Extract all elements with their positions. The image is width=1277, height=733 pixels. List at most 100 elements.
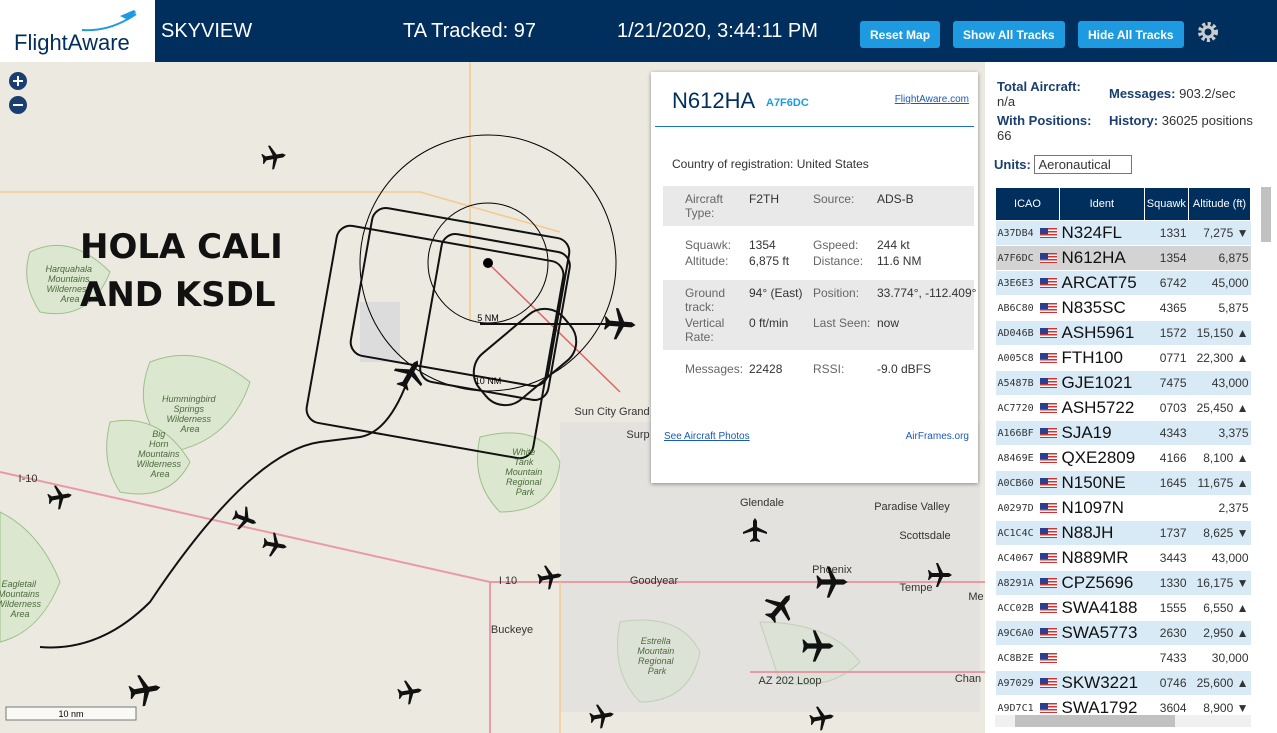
reset-map-button[interactable]: Reset Map: [860, 21, 941, 48]
altitude: 30,000: [1188, 645, 1251, 671]
place-label: Goodyear: [630, 575, 679, 587]
settings-icon[interactable]: [1196, 20, 1220, 44]
flag: [1039, 603, 1057, 614]
aircraft-row[interactable]: A5487B GJE1021 7475 43,000: [995, 370, 1251, 396]
flag-cell: [1037, 545, 1060, 571]
flag: [1039, 553, 1057, 564]
field-value: 11.6 NM: [877, 254, 922, 268]
aircraft-row[interactable]: A8469E QXE2809 4166 8,100 ▲: [995, 445, 1251, 471]
zoom-controls[interactable]: [9, 72, 27, 114]
field-label: Altitude:: [685, 254, 729, 268]
column-header[interactable]: Squawk: [1143, 187, 1190, 221]
altitude: 2,375: [1188, 495, 1251, 521]
altitude-value: 25,600: [1196, 676, 1234, 690]
flag: [1039, 478, 1057, 489]
field-value: -9.0 dBFS: [877, 362, 932, 376]
field-label: Ground track:: [685, 286, 726, 314]
photos-link[interactable]: See Aircraft Photos: [664, 431, 750, 442]
flag: [1039, 328, 1057, 339]
icao: A5487B: [995, 370, 1038, 396]
aircraft-row[interactable]: AC1C4C N88JH 1737 8,625 ▼: [995, 520, 1251, 546]
aircraft-row[interactable]: A005C8 FTH100 0771 22,300 ▲: [995, 345, 1251, 371]
place-label: White Tank Mountain Regional Park: [505, 447, 545, 497]
squawk: 2630: [1144, 620, 1189, 646]
side-panel: Total Aircraft: n/a Messages: 903.2/sec W…: [985, 62, 1277, 733]
altitude-trend: ▲: [1236, 401, 1249, 415]
column-header[interactable]: Altitude (ft): [1188, 187, 1251, 221]
aircraft-row[interactable]: ACC02B SWA4188 1555 6,550 ▲: [995, 595, 1251, 621]
icao: A005C8: [995, 345, 1038, 371]
aircraft-row[interactable]: A166BF SJA19 4343 3,375: [995, 420, 1251, 446]
flag-cell: [1037, 245, 1060, 271]
place-label: I-10: [19, 473, 38, 485]
aircraft-row[interactable]: A0CB60 N150NE 1645 11,675 ▲: [995, 470, 1251, 496]
place-label: Buckeye: [491, 624, 533, 636]
altitude: 8,100 ▲: [1188, 445, 1251, 471]
altitude-value: 25,450: [1196, 401, 1234, 415]
show-tracks-button[interactable]: Show All Tracks: [953, 21, 1065, 48]
altitude-value: 22,300: [1196, 351, 1234, 365]
flag-cell: [1037, 495, 1060, 521]
field-label: Messages:: [685, 362, 744, 376]
aircraft-icon[interactable]: [260, 143, 288, 171]
stat-label: Total Aircraft:: [997, 79, 1081, 94]
hide-tracks-button[interactable]: Hide All Tracks: [1078, 21, 1184, 48]
aircraft-icon[interactable]: [603, 307, 637, 341]
altitude-value: 30,000: [1211, 651, 1249, 665]
place-label: Surp: [626, 429, 649, 441]
altitude-value: 11,675: [1197, 476, 1234, 490]
flag-cell: [1037, 370, 1060, 396]
field-value: 33.774°, -112.409°: [877, 286, 977, 300]
ident: QXE2809: [1059, 445, 1145, 471]
aircraft-row[interactable]: AC7720 ASH5722 0703 25,450 ▲: [995, 395, 1251, 421]
aircraft-row[interactable]: A97029 SKW3221 0746 25,600 ▲: [995, 670, 1251, 696]
field-label: Squawk:: [685, 238, 732, 252]
aircraft-row[interactable]: A0297D N1097N 2,375: [995, 495, 1251, 521]
popup-ident: N612HA: [672, 88, 756, 113]
aircraft-row[interactable]: AC4067 N889MR 3443 43,000: [995, 545, 1251, 571]
column-header[interactable]: ICAO: [995, 187, 1060, 221]
field-value: F2TH: [749, 192, 779, 206]
flag-cell: [1037, 270, 1060, 296]
squawk: 0703: [1144, 395, 1189, 421]
altitude-value: 3,375: [1218, 426, 1249, 440]
aircraft-row[interactable]: A7F6DC N612HA 1354 6,875: [995, 245, 1251, 271]
aircraft-row[interactable]: AD046B ASH5961 1572 15,150 ▲: [995, 320, 1251, 346]
altitude-value: 6,875: [1218, 251, 1249, 265]
icao: A0297D: [995, 495, 1038, 521]
aircraft-row[interactable]: AC8B2E 7433 30,000: [995, 645, 1251, 671]
altitude: 2,950 ▲: [1188, 620, 1251, 646]
airframes-link[interactable]: AirFrames.org: [905, 431, 969, 442]
datetime: 1/21/2020, 3:44:11 PM: [617, 20, 818, 42]
aircraft-row[interactable]: A37DB4 N324FL 1331 7,275 ▼: [995, 220, 1251, 246]
aircraft-row[interactable]: AB6C80 N835SC 4365 5,875: [995, 295, 1251, 321]
squawk: 4343: [1144, 420, 1189, 446]
place-label: Scottsdale: [899, 530, 950, 542]
flightaware-link[interactable]: FlightAware.com: [894, 94, 969, 105]
units-select[interactable]: Aeronautical: [1034, 155, 1132, 174]
altitude-trend: ▲: [1236, 626, 1249, 640]
aircraft-row[interactable]: A8291A CPZ5696 1330 16,175 ▼: [995, 570, 1251, 596]
flag-cell: [1037, 395, 1060, 421]
altitude: 25,450 ▲: [1188, 395, 1251, 421]
logo[interactable]: FlightAware: [0, 0, 155, 62]
icao: AB6C80: [995, 295, 1038, 321]
aircraft-row[interactable]: A3E6E3 ARCAT75 6742 45,000: [995, 270, 1251, 296]
altitude: 25,600 ▲: [1188, 670, 1251, 696]
field-label: Aircraft Type:: [685, 192, 724, 220]
flag-cell: [1037, 670, 1060, 696]
squawk: 1330: [1144, 570, 1189, 596]
aircraft-icon[interactable]: [396, 678, 424, 706]
aircraft-row[interactable]: A9C6A0 SWA5773 2630 2,950 ▲: [995, 620, 1251, 646]
squawk: [1144, 495, 1189, 521]
scale-label: 10 nm: [58, 709, 83, 719]
stat-value: 36025 positions: [1161, 113, 1253, 128]
aircraft-icon[interactable]: [126, 671, 164, 709]
column-header[interactable]: Ident: [1059, 187, 1145, 221]
altitude-value: 45,000: [1211, 276, 1249, 290]
squawk: 6742: [1144, 270, 1189, 296]
altitude: 5,875: [1188, 295, 1251, 321]
icao: A37DB4: [995, 220, 1038, 246]
altitude: 43,000: [1188, 545, 1251, 571]
field-label: Position:: [813, 286, 860, 300]
